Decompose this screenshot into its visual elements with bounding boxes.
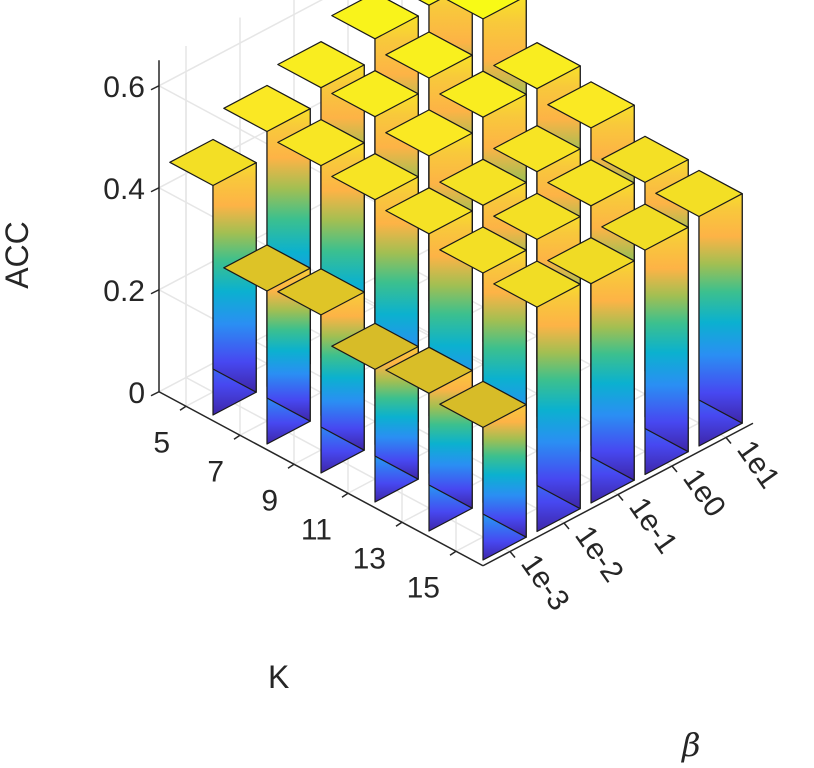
- bar-face-top: [169, 138, 257, 187]
- bar-face-top: [439, 158, 527, 206]
- bars: [169, 0, 743, 561]
- beta-tick-mark: [563, 522, 570, 530]
- bar-k15-beta-1e-2: [493, 260, 581, 533]
- z-tick-label: 0: [128, 377, 145, 410]
- bar-k9-beta-1e-3: [277, 268, 365, 474]
- bar-k15-beta-1e-3: [439, 380, 527, 561]
- z-tick-mark: [150, 187, 160, 193]
- bar-face-top: [439, 70, 527, 118]
- bar-face-top: [439, 380, 527, 428]
- bar-face-top: [547, 159, 635, 207]
- bar-face-top: [385, 187, 473, 235]
- k-tick-label: 5: [153, 426, 170, 459]
- z-tick-mark: [150, 85, 160, 91]
- bar-face-top: [331, 70, 419, 118]
- k-tick-label: 15: [407, 571, 440, 604]
- z-tick-mark: [150, 391, 160, 397]
- bar-face-top: [446, 0, 521, 20]
- k-tick-mark: [179, 405, 187, 411]
- beta-tick-mark: [617, 494, 624, 501]
- bar-k15-beta-1e1: [655, 169, 743, 447]
- k-tick-mark: [449, 550, 457, 556]
- k-tick-mark: [395, 521, 403, 527]
- beta-tick-label: 1e-2: [568, 520, 629, 588]
- beta-tick-label: 1e-1: [622, 492, 683, 560]
- k-tick-label: 9: [261, 484, 278, 517]
- bar-face-top: [601, 135, 689, 183]
- bar-face-top: [493, 125, 581, 173]
- bar-face-top: [277, 268, 365, 316]
- bar-face-top: [493, 260, 581, 308]
- bar-k15-beta-1e-1: [547, 237, 635, 504]
- bar-face-top: [601, 203, 689, 251]
- bar-face-top: [385, 109, 473, 157]
- bar-face-top: [493, 42, 581, 90]
- beta-tick-mark: [671, 465, 678, 473]
- bar-face-top: [277, 118, 365, 167]
- bar-face-top: [439, 226, 527, 274]
- bar-face-top: [331, 0, 419, 40]
- bar-k15-beta-1e0: [601, 203, 689, 476]
- bar-face-top: [331, 322, 419, 370]
- bar-face-top: [418, 0, 441, 6]
- k-axis-title: K: [268, 659, 289, 695]
- z-axis-title: ACC: [0, 221, 35, 289]
- z-tick-mark: [150, 289, 160, 295]
- beta-tick-label: 1e-3: [514, 549, 575, 617]
- bar-face-top: [385, 346, 473, 394]
- k-tick-mark: [287, 463, 295, 469]
- k-tick-mark: [233, 434, 241, 440]
- bar-face-top: [385, 31, 473, 79]
- beta-tick-mark: [725, 437, 732, 444]
- z-tick-label: 0.2: [103, 275, 145, 308]
- k-axis-line: [158, 391, 484, 567]
- beta-tick-mark: [509, 551, 516, 558]
- bar-face-top: [493, 192, 581, 240]
- bar-face-top: [331, 153, 419, 201]
- bar-face-top: [547, 237, 635, 285]
- floor-line-beta-0: [185, 376, 511, 553]
- k-tick-label: 7: [207, 455, 224, 488]
- beta-tick-label: 1e0: [676, 463, 732, 523]
- beta-axis-title: β: [681, 726, 701, 764]
- bar-face-top: [223, 244, 311, 292]
- z-tick-label: 0.6: [103, 71, 145, 104]
- beta-tick-label: 1e1: [730, 435, 786, 495]
- z-tick-label: 0.4: [103, 173, 145, 206]
- bar-face-top: [655, 169, 743, 218]
- k-tick-label: 13: [353, 542, 386, 575]
- k-tick-mark: [341, 492, 349, 498]
- bar-face-top: [547, 81, 635, 129]
- bar-face-top: [277, 41, 365, 89]
- bar-face-top: [223, 84, 311, 133]
- k-tick-label: 11: [301, 513, 332, 546]
